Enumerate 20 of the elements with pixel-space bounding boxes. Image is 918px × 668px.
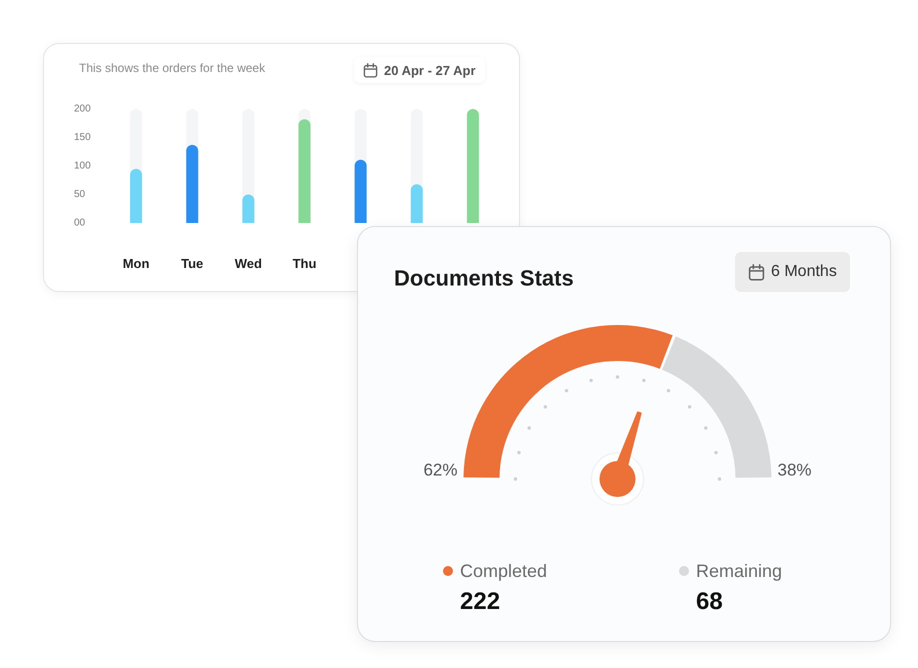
x-tick-label: Mon [122,256,150,271]
text: 68 [696,588,723,616]
y-tick-label: 150 [74,132,92,143]
chart-title: Documents Stats [394,266,574,290]
text: 222 [460,588,500,616]
bar [242,194,254,223]
y-tick-label: 100 [74,160,92,172]
y-tick-label: 00 [74,218,86,228]
x-tick-label: Thu [292,256,316,271]
legend-label: Remaining [696,560,782,582]
date-button: 6 Months [735,252,850,292]
y-tick-label: 50 [74,189,86,200]
date-button: 20 Apr - 27 Apr [354,57,485,83]
x-tick-label: Wed [234,256,262,271]
data-label: 38% [778,460,812,480]
data-label: 62% [423,460,458,480]
y-tick-label: 200 [74,104,92,114]
x-tick-label: Tue [181,256,204,271]
chart-title: This shows the orders for the week [79,61,266,75]
legend-label: Completed [460,560,548,582]
